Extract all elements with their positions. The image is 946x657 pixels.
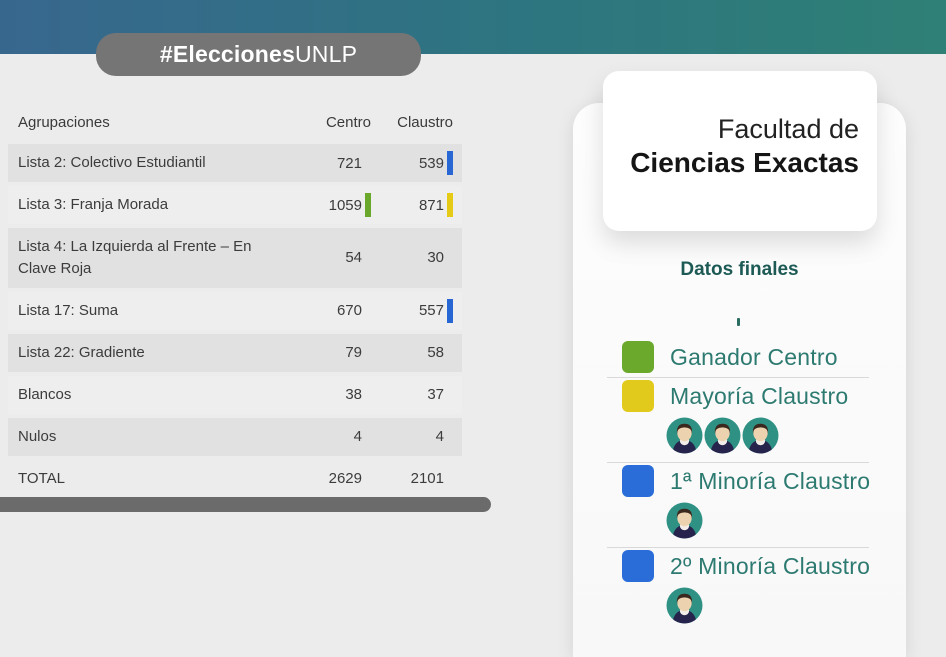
row-name: Nulos	[18, 427, 57, 445]
legend-item: 2º Minoría Claustro	[607, 548, 871, 632]
claustro-marker	[447, 151, 453, 175]
legend-item-head: Mayoría Claustro	[607, 380, 869, 412]
row-claustro-value: 37	[371, 383, 453, 407]
row-centro-value: 2629	[293, 467, 371, 491]
person-icon	[666, 417, 703, 454]
row-claustro-value: 539	[371, 151, 453, 175]
header-centro: Centro	[325, 113, 371, 131]
legend-item-head: Ganador Centro	[607, 341, 869, 373]
row-centro-value: 670	[293, 299, 371, 323]
results-table: Agrupaciones Centro Claustro Lista 2: Co…	[8, 108, 462, 502]
person-icon	[742, 417, 779, 454]
row-claustro-value: 2101	[371, 467, 453, 491]
row-claustro-value: 30	[371, 246, 453, 270]
table-row: Lista 17: Suma 670 557	[8, 291, 462, 330]
legend-swatch	[622, 380, 654, 412]
table-row: Lista 2: Colectivo Estudiantil 721 539	[8, 144, 462, 182]
legend-avatars	[666, 582, 869, 628]
row-claustro-value: 871	[371, 193, 453, 217]
faculty-card-line1: Facultad de	[717, 114, 859, 144]
hashtag-badge: #Elecciones UNLP	[96, 33, 421, 76]
claustro-marker	[447, 298, 453, 323]
legend-avatars	[666, 412, 869, 458]
row-name: Lista 3: Franja Morada	[18, 196, 169, 214]
table-row: Lista 4: La Izquierda al Frente – En Cla…	[8, 228, 462, 288]
claustro-marker	[447, 341, 453, 365]
row-centro-value: 79	[293, 341, 371, 365]
horizontal-scrollbar[interactable]	[0, 497, 491, 512]
section-title: Datos finales	[680, 259, 799, 280]
header-claustro: Claustro	[397, 113, 453, 131]
row-name: Lista 4: La Izquierda al Frente – En Cla…	[18, 238, 252, 277]
row-centro-value: 54	[293, 246, 371, 270]
table-row: Lista 22: Gradiente 79 58	[8, 333, 462, 372]
legend-swatch	[622, 465, 654, 497]
row-centro-value: 38	[293, 383, 371, 407]
legend-label: 1ª Minoría Claustro	[670, 467, 871, 494]
person-icon	[704, 417, 741, 454]
row-claustro-value: 58	[371, 341, 453, 365]
row-claustro-value: 4	[371, 425, 453, 449]
claustro-marker	[447, 246, 453, 270]
legend-avatars	[666, 497, 869, 543]
row-centro-value: 4	[293, 425, 371, 449]
table-row: TOTAL 2629 2101	[8, 460, 462, 498]
claustro-marker	[447, 383, 453, 407]
row-centro-value: 1059	[293, 193, 371, 217]
person-icon	[666, 587, 703, 624]
row-name: Lista 17: Suma	[18, 301, 119, 319]
person-icon	[666, 502, 703, 539]
legend-item: 1ª Minoría Claustro	[607, 463, 871, 548]
table-header: Agrupaciones Centro Claustro	[8, 108, 462, 136]
table-row: Nulos 4 4	[8, 417, 462, 456]
row-name: Lista 2: Colectivo Estudiantil	[18, 154, 206, 172]
hashtag-badge-regular: UNLP	[295, 41, 358, 67]
legend-label: Ganador Centro	[670, 343, 838, 370]
row-name: Lista 22: Gradiente	[18, 343, 145, 361]
faculty-card: Facultad de Ciencias Exactas	[603, 71, 877, 231]
table-row: Blancos 38 37	[8, 375, 462, 414]
legend: Ganador Centro Mayoría Claustro 1ª Minor…	[607, 339, 871, 632]
tiny-tick-mark	[737, 318, 740, 326]
centro-marker	[365, 193, 371, 217]
faculty-card-line2: Ciencias Exactas	[630, 146, 859, 178]
row-centro-value: 721	[293, 151, 371, 175]
row-claustro-value: 557	[371, 298, 453, 323]
claustro-marker	[447, 193, 453, 217]
table-row: Lista 3: Franja Morada 1059 871	[8, 186, 462, 224]
legend-item-head: 2º Minoría Claustro	[607, 550, 871, 582]
legend-item-head: 1ª Minoría Claustro	[607, 465, 871, 497]
claustro-marker	[447, 425, 453, 449]
legend-label: Mayoría Claustro	[670, 382, 849, 409]
row-name: TOTAL	[18, 469, 65, 487]
hashtag-badge-bold: #Elecciones	[159, 41, 295, 67]
header-agrupaciones: Agrupaciones	[18, 113, 110, 131]
legend-label: 2º Minoría Claustro	[670, 552, 871, 579]
legend-item: Ganador Centro	[607, 339, 869, 378]
legend-item: Mayoría Claustro	[607, 378, 869, 463]
row-name: Blancos	[18, 385, 72, 403]
table-body: Lista 2: Colectivo Estudiantil 721 539 L…	[8, 144, 462, 498]
legend-swatch	[622, 341, 654, 373]
claustro-marker	[447, 467, 453, 491]
legend-swatch	[622, 550, 654, 582]
